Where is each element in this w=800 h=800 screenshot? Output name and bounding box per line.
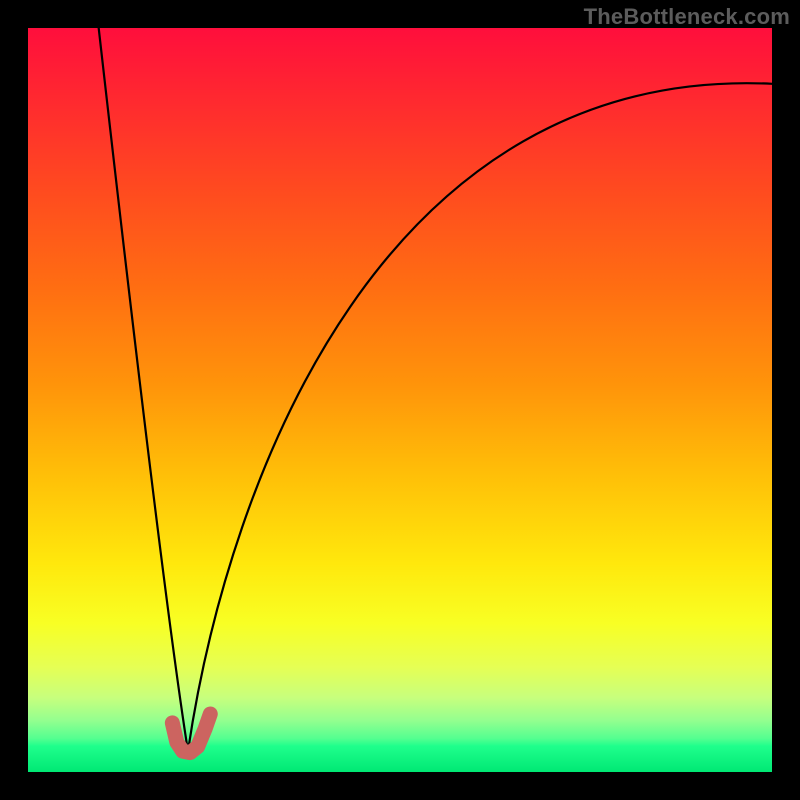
chart-frame: TheBottleneck.com [0,0,800,800]
watermark-text: TheBottleneck.com [584,4,790,30]
chart-svg [0,0,800,800]
